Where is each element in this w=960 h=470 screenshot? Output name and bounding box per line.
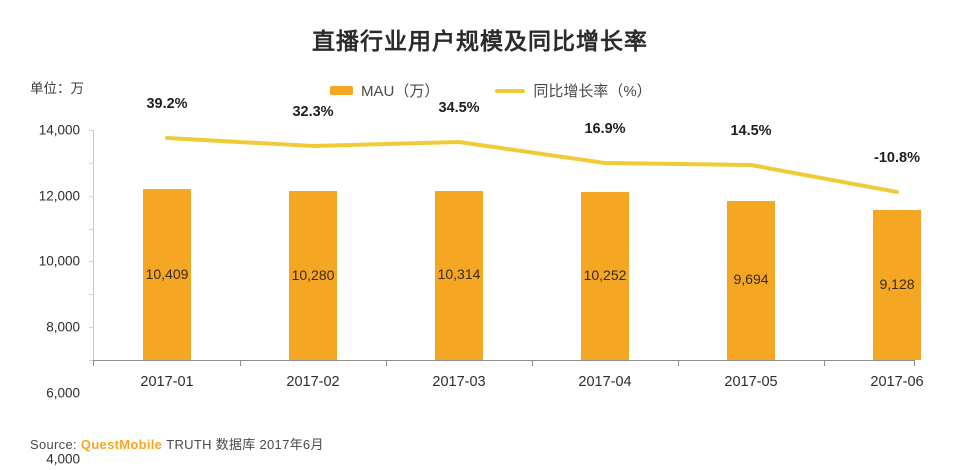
y-axis-tick: 14,000 [39, 123, 93, 138]
source-brand: QuestMobile [80, 437, 163, 452]
bar-value-label: 10,409 [145, 265, 189, 282]
bar-column[interactable]: 10,314 [435, 190, 483, 360]
x-axis-tick [93, 360, 94, 366]
line-value-label: 14.5% [730, 123, 772, 139]
y-axis-line [93, 130, 94, 360]
y-axis-tick: 4,000 [46, 294, 93, 466]
bar-column[interactable]: 9,694 [727, 200, 775, 360]
line-value-label: 16.9% [584, 121, 626, 137]
source-suffix: TRUTH 数据库 2017年6月 [166, 437, 324, 452]
line-value-label: 32.3% [292, 104, 334, 120]
line-value-label: -10.8% [874, 150, 920, 166]
x-axis-label: 2017-02 [286, 374, 340, 390]
y-axis-tick-label: 4,000 [46, 451, 80, 467]
y-axis-tick: 8,000 [46, 228, 93, 335]
y-axis-tick: 0 [89, 360, 93, 361]
bar-column[interactable]: 9,128 [873, 210, 921, 360]
x-axis-label: 2017-01 [140, 374, 194, 390]
y-axis-tick-label: 10,000 [38, 253, 80, 269]
legend-item-label: 同比增长率（%） [533, 83, 652, 100]
line-value-label: 34.5% [438, 100, 480, 116]
source-note: Source: QuestMobile TRUTH 数据库 2017年6月 [30, 434, 324, 453]
x-axis-tick [914, 360, 915, 366]
y-axis-tick: 2,000 [89, 327, 93, 329]
y-axis-tick-label: 8,000 [46, 319, 80, 335]
legend-line-swatch-icon [495, 88, 526, 93]
x-axis-label: 2017-05 [724, 374, 778, 390]
plot-area: 02,0004,0006,0008,00010,00012,00014,000 … [39, 96, 924, 466]
x-axis-tick [240, 360, 241, 366]
legend-bar-swatch-icon [330, 86, 353, 95]
legend-item-growth-rate[interactable]: 同比增长率（%） [495, 80, 652, 101]
bar-value-label: 10,252 [583, 266, 627, 283]
y-axis-tick: 6,000 [46, 261, 93, 400]
x-axis-label: 2017-06 [870, 374, 924, 390]
line-series [165, 136, 899, 194]
x-axis-tick [386, 360, 387, 366]
line-value-label: 39.2% [146, 96, 188, 112]
legend-item-label: MAU（万） [361, 83, 440, 100]
bar-column[interactable]: 10,409 [143, 189, 191, 360]
bar-value-label: 9,694 [733, 271, 769, 288]
x-axis-line [93, 360, 915, 361]
bar-column[interactable]: 10,280 [289, 191, 337, 360]
y-axis-tick: 10,000 [39, 195, 93, 269]
x-axis-label: 2017-04 [578, 374, 632, 390]
y-axis-tick-label: 14,000 [38, 122, 80, 138]
y-axis-tick-label: 6,000 [46, 385, 80, 401]
bar-value-label: 10,314 [437, 266, 481, 283]
y-axis-tick: 12,000 [39, 162, 93, 203]
y-axis-tick-label: 12,000 [38, 188, 80, 204]
x-axis-label: 2017-03 [432, 374, 486, 390]
x-axis-tick [532, 360, 533, 366]
source-prefix: Source: [30, 437, 77, 452]
bar-column[interactable]: 10,252 [581, 191, 629, 360]
bar-value-label: 10,280 [291, 266, 335, 283]
page-title: 直播行业用户规模及同比增长率 [312, 28, 648, 54]
x-axis-tick [824, 360, 825, 366]
chart-legend: MAU（万） 同比增长率（%） [330, 80, 652, 101]
growth-rate-polyline [165, 136, 899, 194]
x-axis-tick [678, 360, 679, 366]
legend-item-mau[interactable]: MAU（万） [330, 80, 439, 101]
bar-value-label: 9,128 [879, 276, 915, 293]
unit-label: 单位：万 [30, 81, 84, 96]
